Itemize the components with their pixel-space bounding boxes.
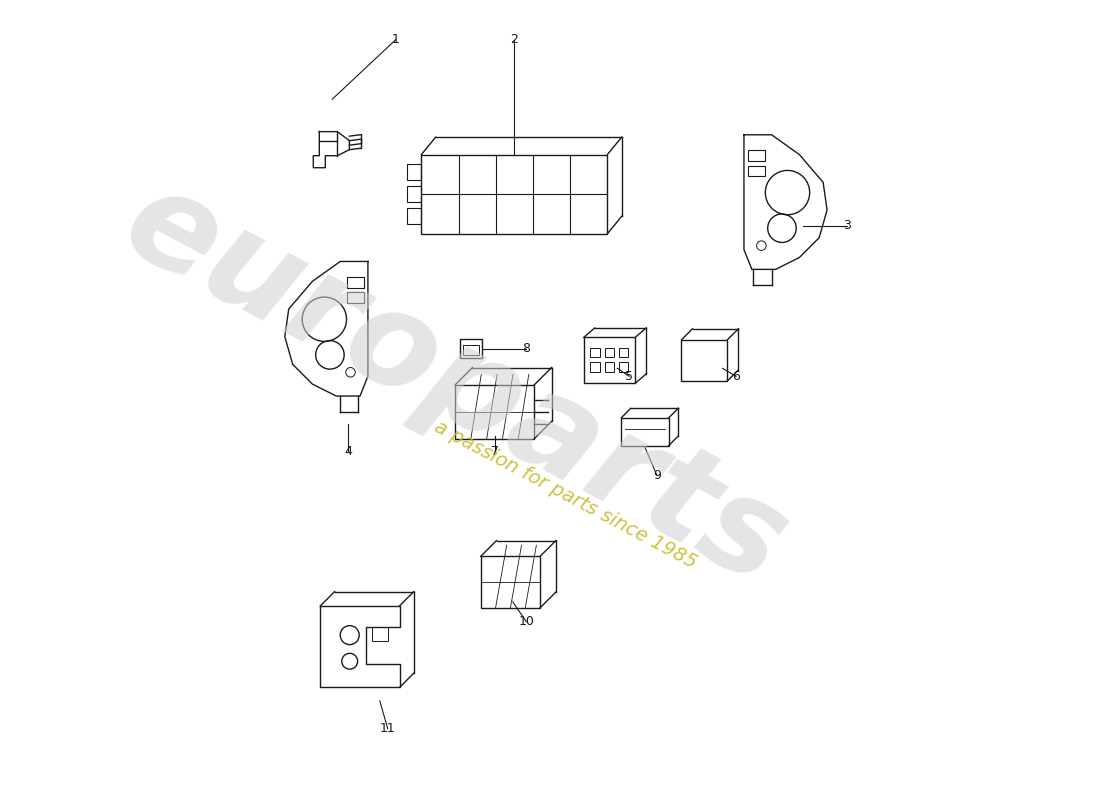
Text: a passion for parts since 1985: a passion for parts since 1985 — [431, 418, 701, 573]
Bar — [748, 150, 766, 161]
Bar — [407, 186, 421, 202]
Text: 3: 3 — [843, 219, 850, 232]
Bar — [346, 277, 364, 287]
Bar — [463, 346, 478, 355]
Text: 9: 9 — [653, 469, 661, 482]
Bar — [460, 338, 482, 358]
Bar — [584, 338, 635, 383]
Bar — [591, 362, 600, 371]
Bar — [605, 362, 614, 371]
Text: 2: 2 — [510, 34, 518, 46]
Bar — [421, 154, 607, 234]
Text: 1: 1 — [392, 34, 399, 46]
Bar — [455, 385, 535, 438]
Bar — [619, 362, 628, 371]
Bar — [605, 348, 614, 358]
Bar — [372, 627, 387, 642]
Bar — [591, 348, 600, 358]
Text: europarts: europarts — [103, 157, 807, 611]
Bar — [407, 164, 421, 180]
Bar — [346, 292, 364, 302]
Text: 11: 11 — [379, 722, 396, 735]
Text: 10: 10 — [518, 615, 535, 628]
Text: 4: 4 — [344, 445, 352, 458]
Bar — [481, 556, 540, 608]
Text: 7: 7 — [491, 445, 498, 458]
Bar — [621, 418, 669, 446]
Bar — [407, 209, 421, 224]
Text: 8: 8 — [522, 342, 530, 355]
Bar — [681, 340, 727, 381]
Bar — [619, 348, 628, 358]
Text: 5: 5 — [625, 370, 634, 382]
Bar — [748, 166, 766, 176]
Text: 6: 6 — [733, 370, 740, 382]
